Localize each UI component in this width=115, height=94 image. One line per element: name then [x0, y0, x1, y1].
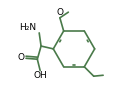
- Text: O: O: [17, 53, 24, 62]
- Text: OH: OH: [33, 71, 47, 80]
- Text: O: O: [56, 8, 63, 17]
- Text: H₂N: H₂N: [19, 23, 36, 32]
